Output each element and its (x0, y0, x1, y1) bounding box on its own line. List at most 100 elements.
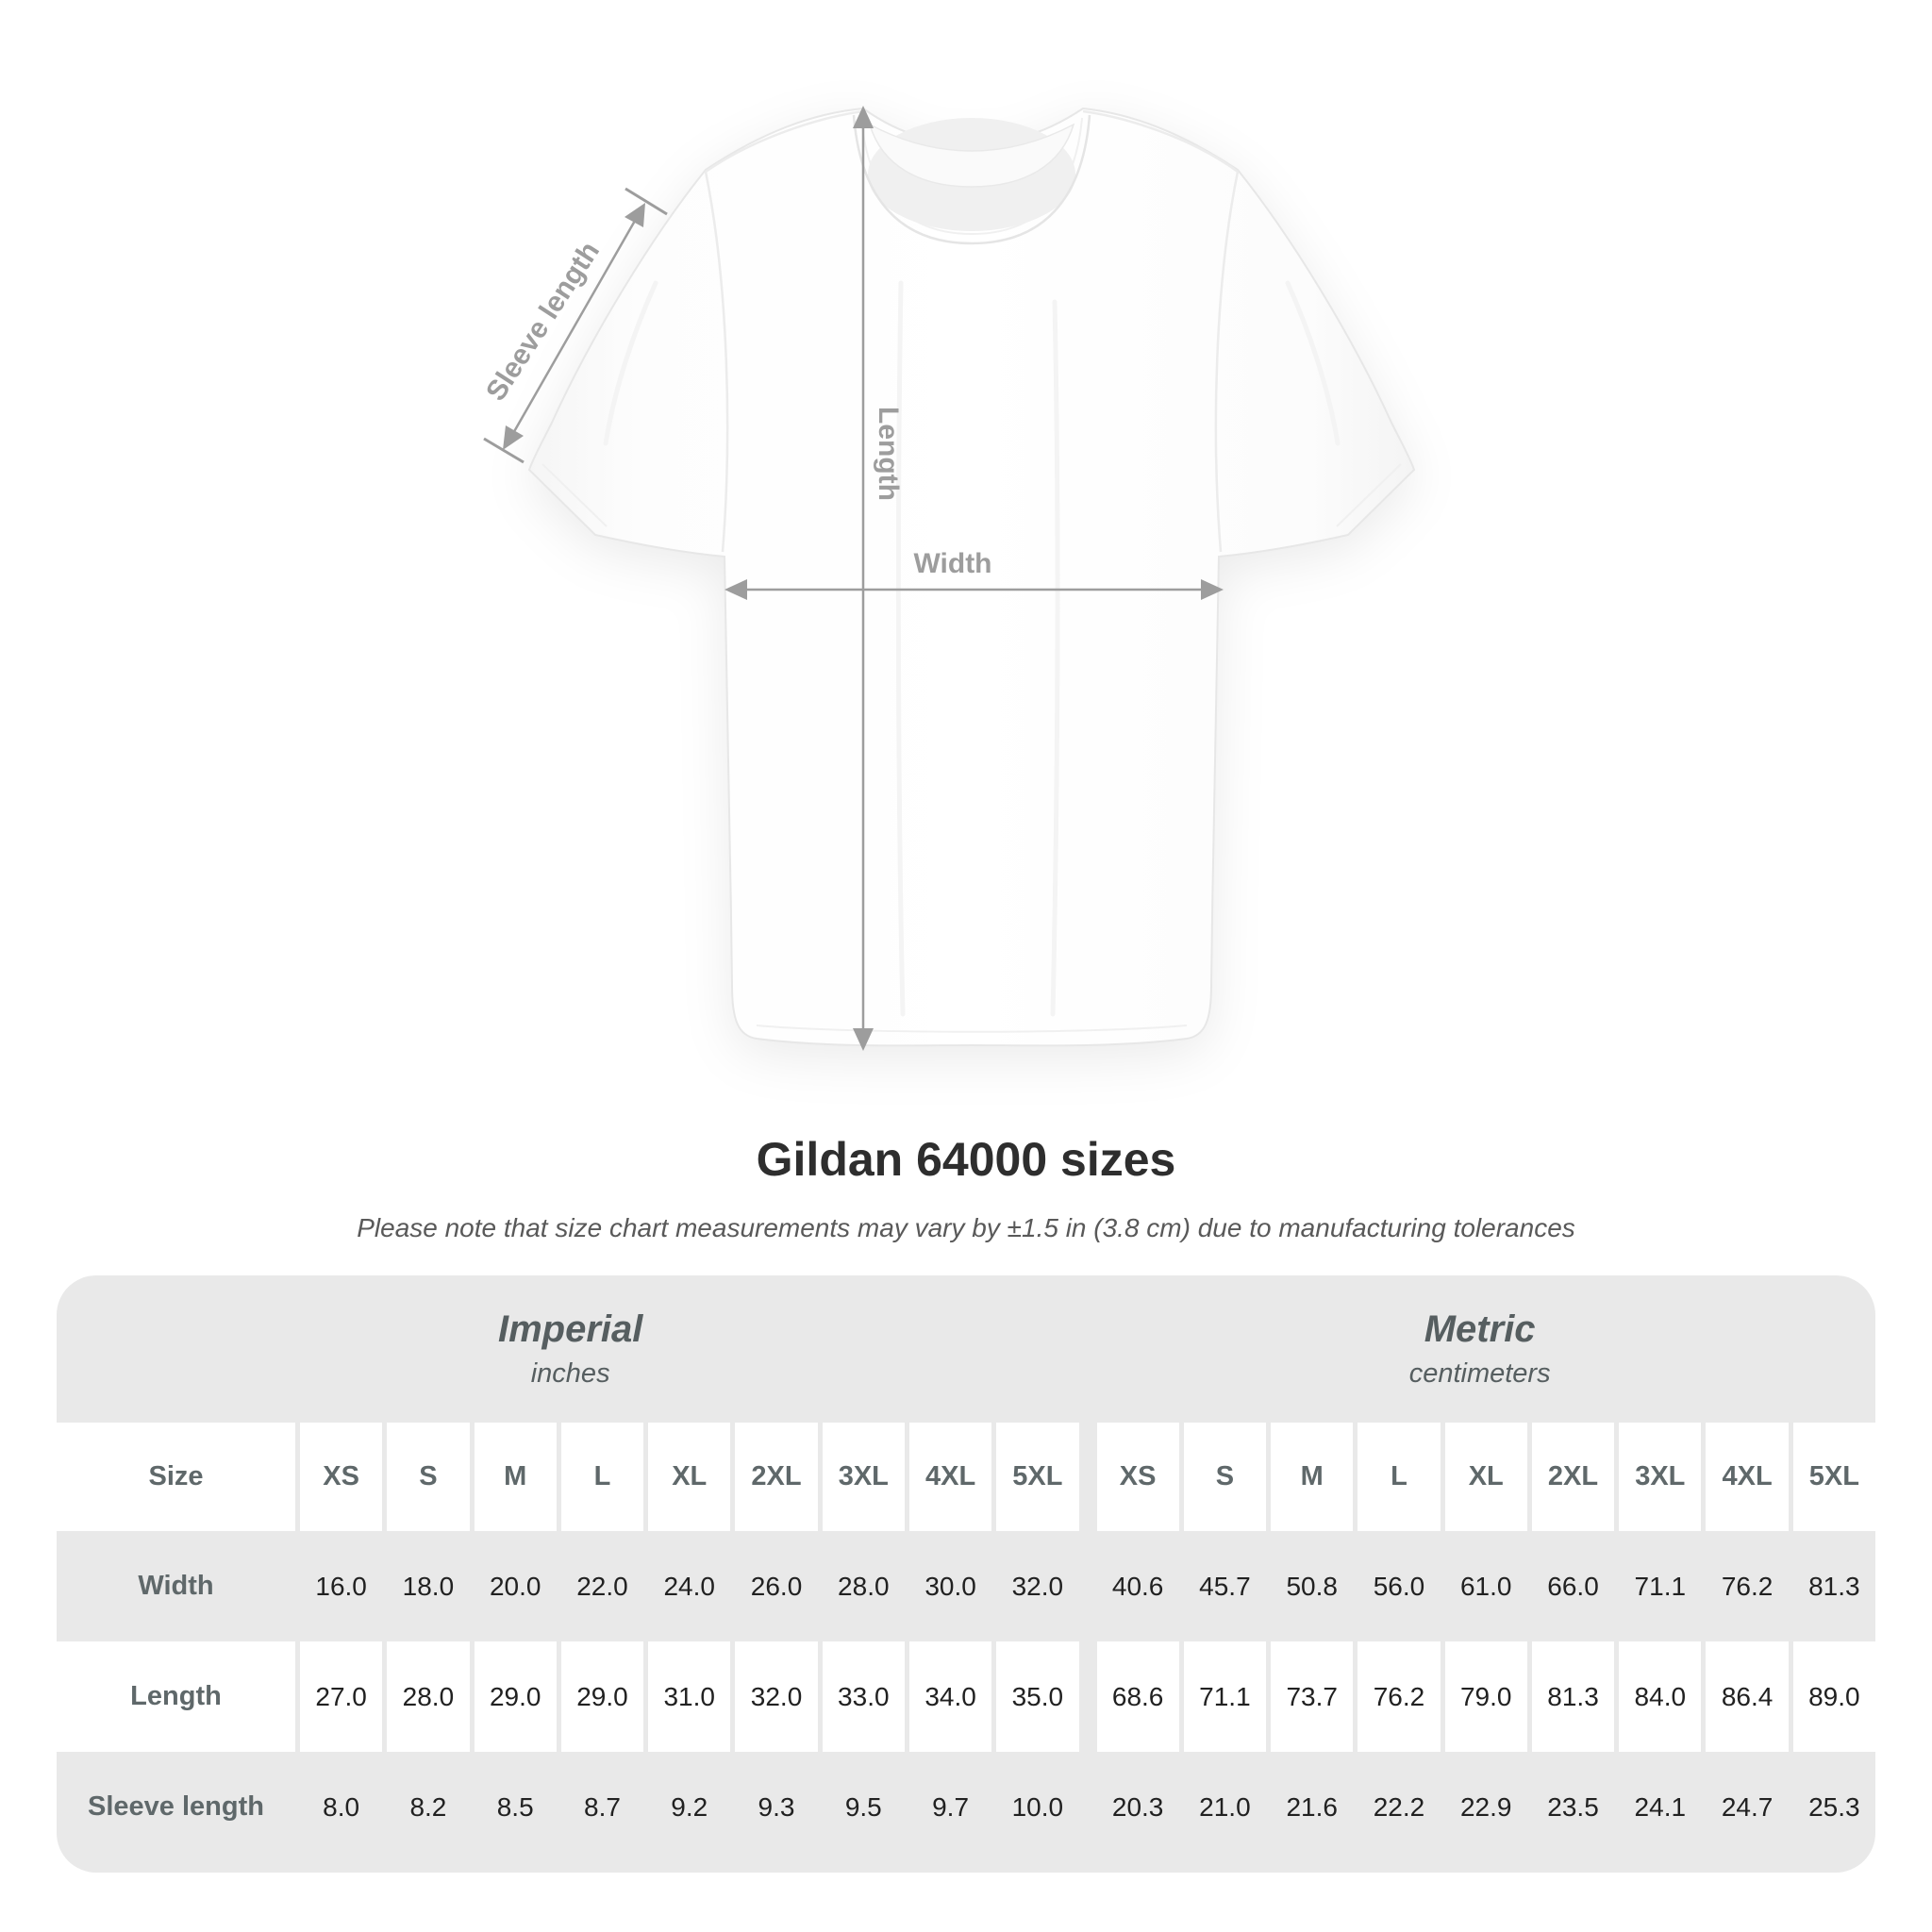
tshirt-image (527, 107, 1416, 1047)
size-header-cell: XL (1444, 1423, 1527, 1531)
dimension-arrows (483, 106, 1224, 1051)
value-cell: 28.0 (838, 1571, 890, 1601)
value-cell: 35.0 (996, 1641, 1079, 1752)
value-cell: 8.5 (496, 1791, 534, 1822)
value-cell: 24.0 (663, 1571, 715, 1601)
value-cell: 22.2 (1373, 1791, 1425, 1822)
tolerance-note: Please note that size chart measurements… (357, 1213, 1575, 1242)
value-cell: 22.0 (576, 1571, 628, 1601)
value-cell: 21.0 (1199, 1791, 1251, 1822)
value-cell: 81.3 (1808, 1571, 1860, 1601)
value-cell: 24.7 (1721, 1791, 1774, 1822)
value-cell: 8.0 (323, 1791, 360, 1822)
value-cell: 33.0 (822, 1641, 905, 1752)
value-cell: 73.7 (1271, 1641, 1354, 1752)
row-label: Width (138, 1571, 214, 1601)
value-cell: 20.0 (489, 1571, 541, 1601)
size-header-cell: 4XL (908, 1423, 992, 1531)
value-cell: 61.0 (1459, 1571, 1512, 1601)
value-cell: 71.1 (1183, 1641, 1267, 1752)
value-cell: 68.6 (1096, 1641, 1179, 1752)
metric-group-header: Metric centimeters (1084, 1275, 1875, 1423)
value-cell: 81.3 (1531, 1641, 1615, 1752)
group-divider-gap (1084, 1641, 1092, 1752)
size-header-cell: S (1183, 1423, 1267, 1531)
value-cell: 27.0 (300, 1641, 383, 1752)
value-cell: 23.5 (1547, 1791, 1599, 1822)
table-row: Length 27.0 28.0 29.0 29.0 31.0 32.0 33.0 34.0 35… (57, 1641, 1875, 1752)
unit-group-header-row: Imperial inches Metric centimeters (57, 1275, 1875, 1423)
value-cell: 10.0 (1011, 1791, 1064, 1822)
size-header-cell: M (1271, 1423, 1354, 1531)
metric-group-title: Metric (1424, 1308, 1536, 1350)
row-label: Sleeve length (88, 1791, 264, 1822)
value-cell: 28.0 (387, 1641, 470, 1752)
size-header-cell: 3XL (1619, 1423, 1702, 1531)
size-header-cell: 4XL (1706, 1423, 1789, 1531)
value-cell: 89.0 (1792, 1641, 1875, 1752)
value-cell: 18.0 (402, 1571, 455, 1601)
value-cell: 9.3 (758, 1791, 795, 1822)
value-cell: 86.4 (1706, 1641, 1789, 1752)
size-header-cell: L (560, 1423, 644, 1531)
value-cell: 32.0 (735, 1641, 818, 1752)
value-cell: 22.9 (1459, 1791, 1512, 1822)
value-cell: 29.0 (474, 1641, 557, 1752)
size-header-cell: XL (648, 1423, 731, 1531)
value-cell: 8.7 (584, 1791, 621, 1822)
value-cell: 30.0 (924, 1571, 976, 1601)
size-header-cell: 2XL (735, 1423, 818, 1531)
row-label: Length (57, 1641, 295, 1752)
sleeve-dimension-line (483, 187, 668, 464)
group-divider-gap (1084, 1423, 1092, 1531)
value-cell: 9.5 (844, 1791, 882, 1822)
width-label: Width (913, 548, 992, 579)
value-cell: 45.7 (1199, 1571, 1251, 1601)
seams-and-folds (541, 109, 1402, 1033)
value-cell: 24.1 (1634, 1791, 1687, 1822)
imperial-group-title: Imperial (497, 1308, 643, 1350)
value-cell: 66.0 (1547, 1571, 1599, 1601)
value-cell: 25.3 (1808, 1791, 1860, 1822)
value-cell: 20.3 (1111, 1791, 1164, 1822)
value-cell: 29.0 (560, 1641, 644, 1752)
group-divider-gap (1084, 1531, 1092, 1641)
width-dimension-line (724, 579, 1224, 600)
size-grid: Size XS S M L XL 2XL 3XL 4XL 5XL XS S M L XL 2XL 3XL 4XL 5… (57, 1423, 1875, 1862)
table-header-row: Size XS S M L XL 2XL 3XL 4XL 5XL XS S M L XL 2XL 3XL 4XL 5… (57, 1423, 1875, 1531)
value-cell: 32.0 (1011, 1571, 1064, 1601)
imperial-group-unit: inches (530, 1358, 610, 1389)
length-label: Length (873, 407, 904, 501)
value-cell: 26.0 (750, 1571, 803, 1601)
size-header-cell: 5XL (1792, 1423, 1875, 1531)
value-cell: 31.0 (648, 1641, 731, 1752)
imperial-group-header: Imperial inches (57, 1275, 1084, 1423)
size-header-cell: 2XL (1531, 1423, 1615, 1531)
value-cell: 34.0 (908, 1641, 992, 1752)
size-header-cell: XS (1096, 1423, 1179, 1531)
group-divider-gap (1084, 1752, 1092, 1862)
size-header-cell: 5XL (996, 1423, 1079, 1531)
value-cell: 9.7 (932, 1791, 970, 1822)
size-header-cell: XS (300, 1423, 383, 1531)
length-dimension-line (853, 106, 874, 1051)
value-cell: 16.0 (315, 1571, 367, 1601)
size-header-cell: L (1357, 1423, 1441, 1531)
value-cell: 84.0 (1619, 1641, 1702, 1752)
value-cell: 76.2 (1721, 1571, 1774, 1601)
table-row: Width 16.0 18.0 20.0 22.0 24.0 26.0 28.0 30.0 32.… (57, 1531, 1875, 1641)
size-table: Imperial inches Metric centimeters Size X… (57, 1275, 1875, 1873)
page-title: Gildan 64000 sizes (756, 1133, 1176, 1186)
tshirt-body (527, 107, 1416, 1047)
value-cell: 9.2 (671, 1791, 708, 1822)
value-cell: 76.2 (1357, 1641, 1441, 1752)
value-cell: 50.8 (1286, 1571, 1338, 1601)
size-header-cell: S (387, 1423, 470, 1531)
metric-group-unit: centimeters (1408, 1358, 1551, 1389)
value-cell: 40.6 (1111, 1571, 1164, 1601)
tshirt-diagram: Sleeve length Length Width (480, 106, 1416, 1051)
size-header-cell: 3XL (822, 1423, 905, 1531)
value-cell: 8.2 (409, 1791, 447, 1822)
size-header-cell: M (474, 1423, 557, 1531)
